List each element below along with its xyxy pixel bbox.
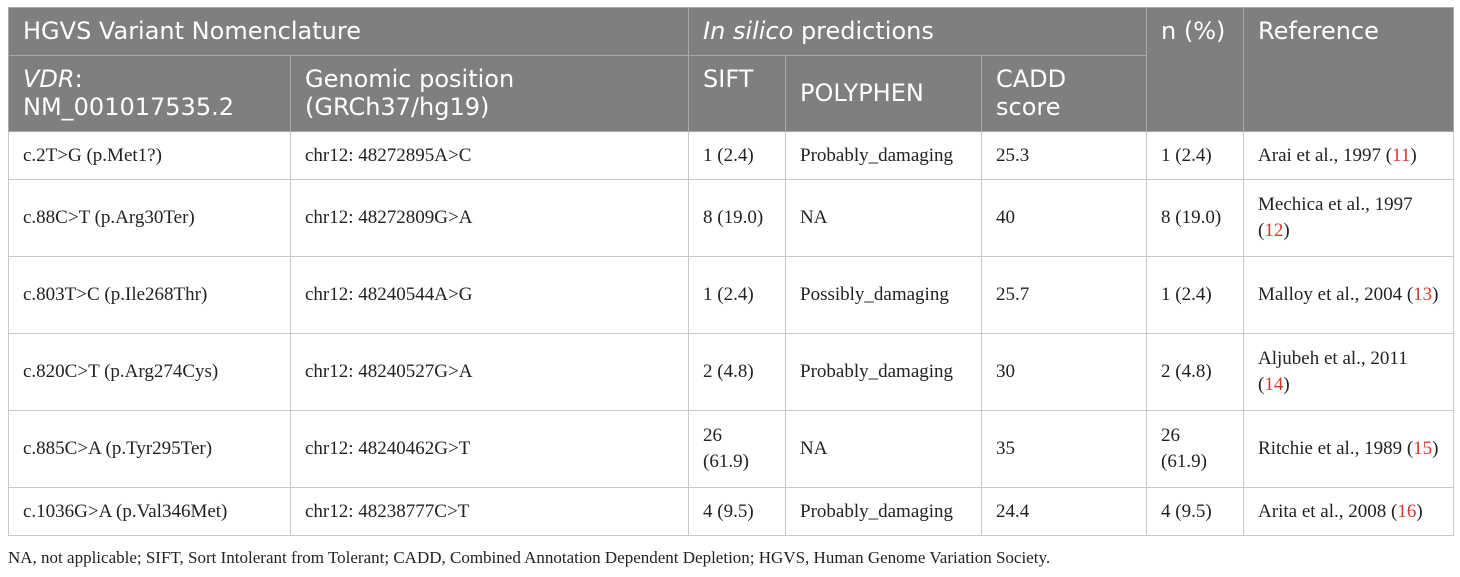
cell-position: chr12: 48240544A>G xyxy=(290,256,689,334)
reference-link[interactable]: 13 xyxy=(1413,284,1433,305)
cell-n-percent: 2 (4.8) xyxy=(1146,333,1245,411)
variant-table-container: HGVS Variant Nomenclature In silico pred… xyxy=(8,7,1455,536)
header-genomic-position: Genomic position (GRCh37/hg19) xyxy=(290,55,689,132)
cell-reference: Arita et al., 2008 (16) xyxy=(1243,487,1455,536)
reference-text: Ritchie et al., 1989 ( xyxy=(1258,438,1414,459)
cell-polyphen: NA xyxy=(785,410,982,488)
cell-n-percent: 26 (61.9) xyxy=(1146,410,1245,488)
table-footnote: NA, not applicable; SIFT, Sort Intoleran… xyxy=(8,548,1051,567)
header-hgvs-nomenclature: HGVS Variant Nomenclature xyxy=(8,7,689,56)
cell-n-percent: 1 (2.4) xyxy=(1146,131,1245,180)
cell-sift: 4 (9.5) xyxy=(688,487,786,536)
cell-reference: Arai et al., 1997 (11) xyxy=(1243,131,1455,180)
cell-reference: Ritchie et al., 1989 (15) xyxy=(1243,410,1455,488)
cell-sift: 26 (61.9) xyxy=(688,410,786,488)
reference-close: ) xyxy=(1283,374,1290,395)
header-cadd-line2: score xyxy=(996,93,1061,121)
header-row-2: VDR: NM_001017535.2 Genomic position (GRCh… xyxy=(8,55,1454,132)
header-vdr-accession: NM_001017535.2 xyxy=(23,93,234,121)
header-vdr-italic: VDR xyxy=(23,65,75,93)
reference-close: ) xyxy=(1416,500,1423,522)
cell-polyphen: Probably_damaging xyxy=(785,333,982,411)
header-sift: SIFT xyxy=(688,55,786,132)
header-genomic-line1: Genomic position xyxy=(305,65,515,93)
reference-close: ) xyxy=(1283,220,1290,241)
header-vdr-colon: : xyxy=(74,65,83,93)
table-row: c.1036G>A (p.Val346Met) chr12: 48238777C… xyxy=(8,487,1455,536)
reference-link[interactable]: 16 xyxy=(1397,500,1417,522)
cell-reference: Malloy et al., 2004 (13) xyxy=(1243,256,1455,334)
cell-n-percent: 1 (2.4) xyxy=(1146,256,1245,334)
cell-variant: c.803T>C (p.Ile268Thr) xyxy=(8,256,291,334)
cell-position: chr12: 48240527G>A xyxy=(290,333,689,411)
reference-link[interactable]: 14 xyxy=(1264,374,1284,395)
cell-cadd: 25.7 xyxy=(980,256,1148,334)
reference-text: Arai et al., 1997 ( xyxy=(1258,144,1393,166)
cell-sift: 8 (19.0) xyxy=(688,179,786,257)
table-row: c.2T>G (p.Met1?) chr12: 48272895A>C 1 (2… xyxy=(8,131,1455,180)
cell-variant: c.2T>G (p.Met1?) xyxy=(8,131,291,180)
cell-position: chr12: 48240462G>T xyxy=(290,410,689,488)
cell-polyphen: Probably_damaging xyxy=(785,487,982,536)
cell-variant: c.1036G>A (p.Val346Met) xyxy=(8,487,291,536)
header-polyphen: POLYPHEN xyxy=(785,55,982,132)
header-genomic-line2: (GRCh37/hg19) xyxy=(305,93,490,121)
reference-close: ) xyxy=(1432,438,1439,459)
reference-close: ) xyxy=(1410,144,1417,166)
cell-position: chr12: 48272895A>C xyxy=(290,131,689,180)
cell-cadd: 35 xyxy=(980,410,1148,488)
header-in-silico-predictions: In silico predictions xyxy=(687,7,1148,56)
cell-polyphen: Possibly_damaging xyxy=(785,256,982,334)
variant-table: HGVS Variant Nomenclature In silico pred… xyxy=(8,7,1455,536)
reference-link[interactable]: 12 xyxy=(1264,220,1284,241)
header-cadd-score: CADD score xyxy=(980,55,1148,132)
table-row: c.803T>C (p.Ile268Thr) chr12: 48240544A>… xyxy=(8,256,1455,334)
header-row-1: HGVS Variant Nomenclature In silico pred… xyxy=(8,7,1455,132)
reference-text: Arita et al., 2008 ( xyxy=(1258,500,1398,522)
cell-cadd: 24.4 xyxy=(980,487,1148,536)
cell-polyphen: NA xyxy=(785,179,982,257)
header-vdr-transcript: VDR: NM_001017535.2 xyxy=(8,55,291,132)
cell-variant: c.88C>T (p.Arg30Ter) xyxy=(8,179,291,257)
header-n-percent: n (%) xyxy=(1146,7,1245,132)
table-row: c.88C>T (p.Arg30Ter) chr12: 48272809G>A … xyxy=(8,179,1455,257)
cell-n-percent: 4 (9.5) xyxy=(1146,487,1245,536)
cell-variant: c.885C>A (p.Tyr295Ter) xyxy=(8,410,291,488)
header-in-silico-italic: In silico xyxy=(703,17,794,45)
cell-variant: c.820C>T (p.Arg274Cys) xyxy=(8,333,291,411)
cell-cadd: 25.3 xyxy=(980,131,1148,180)
cell-position: chr12: 48272809G>A xyxy=(290,179,689,257)
cell-cadd: 30 xyxy=(980,333,1148,411)
reference-close: ) xyxy=(1432,284,1439,305)
cell-reference: Mechica et al., 1997 (12) xyxy=(1243,179,1455,257)
reference-text: Mechica et al., 1997 ( xyxy=(1258,194,1413,241)
cell-polyphen: Probably_damaging xyxy=(785,131,982,180)
reference-text: Aljubeh et al., 2011 ( xyxy=(1258,348,1408,395)
header-predictions-text: predictions xyxy=(793,17,934,45)
cell-n-percent: 8 (19.0) xyxy=(1146,179,1245,257)
cell-sift: 1 (2.4) xyxy=(688,131,786,180)
cell-sift: 1 (2.4) xyxy=(688,256,786,334)
reference-link[interactable]: 11 xyxy=(1392,144,1411,166)
reference-text: Malloy et al., 2004 ( xyxy=(1258,284,1414,305)
cell-cadd: 40 xyxy=(980,179,1148,257)
table-row: c.885C>A (p.Tyr295Ter) chr12: 48240462G>… xyxy=(8,410,1455,488)
header-reference: Reference xyxy=(1243,7,1455,132)
cell-sift: 2 (4.8) xyxy=(688,333,786,411)
cell-position: chr12: 48238777C>T xyxy=(290,487,689,536)
cell-reference: Aljubeh et al., 2011 (14) xyxy=(1243,333,1455,411)
reference-link[interactable]: 15 xyxy=(1413,438,1433,459)
table-row: c.820C>T (p.Arg274Cys) chr12: 48240527G>… xyxy=(8,333,1455,411)
header-cadd-line1: CADD xyxy=(996,65,1067,93)
